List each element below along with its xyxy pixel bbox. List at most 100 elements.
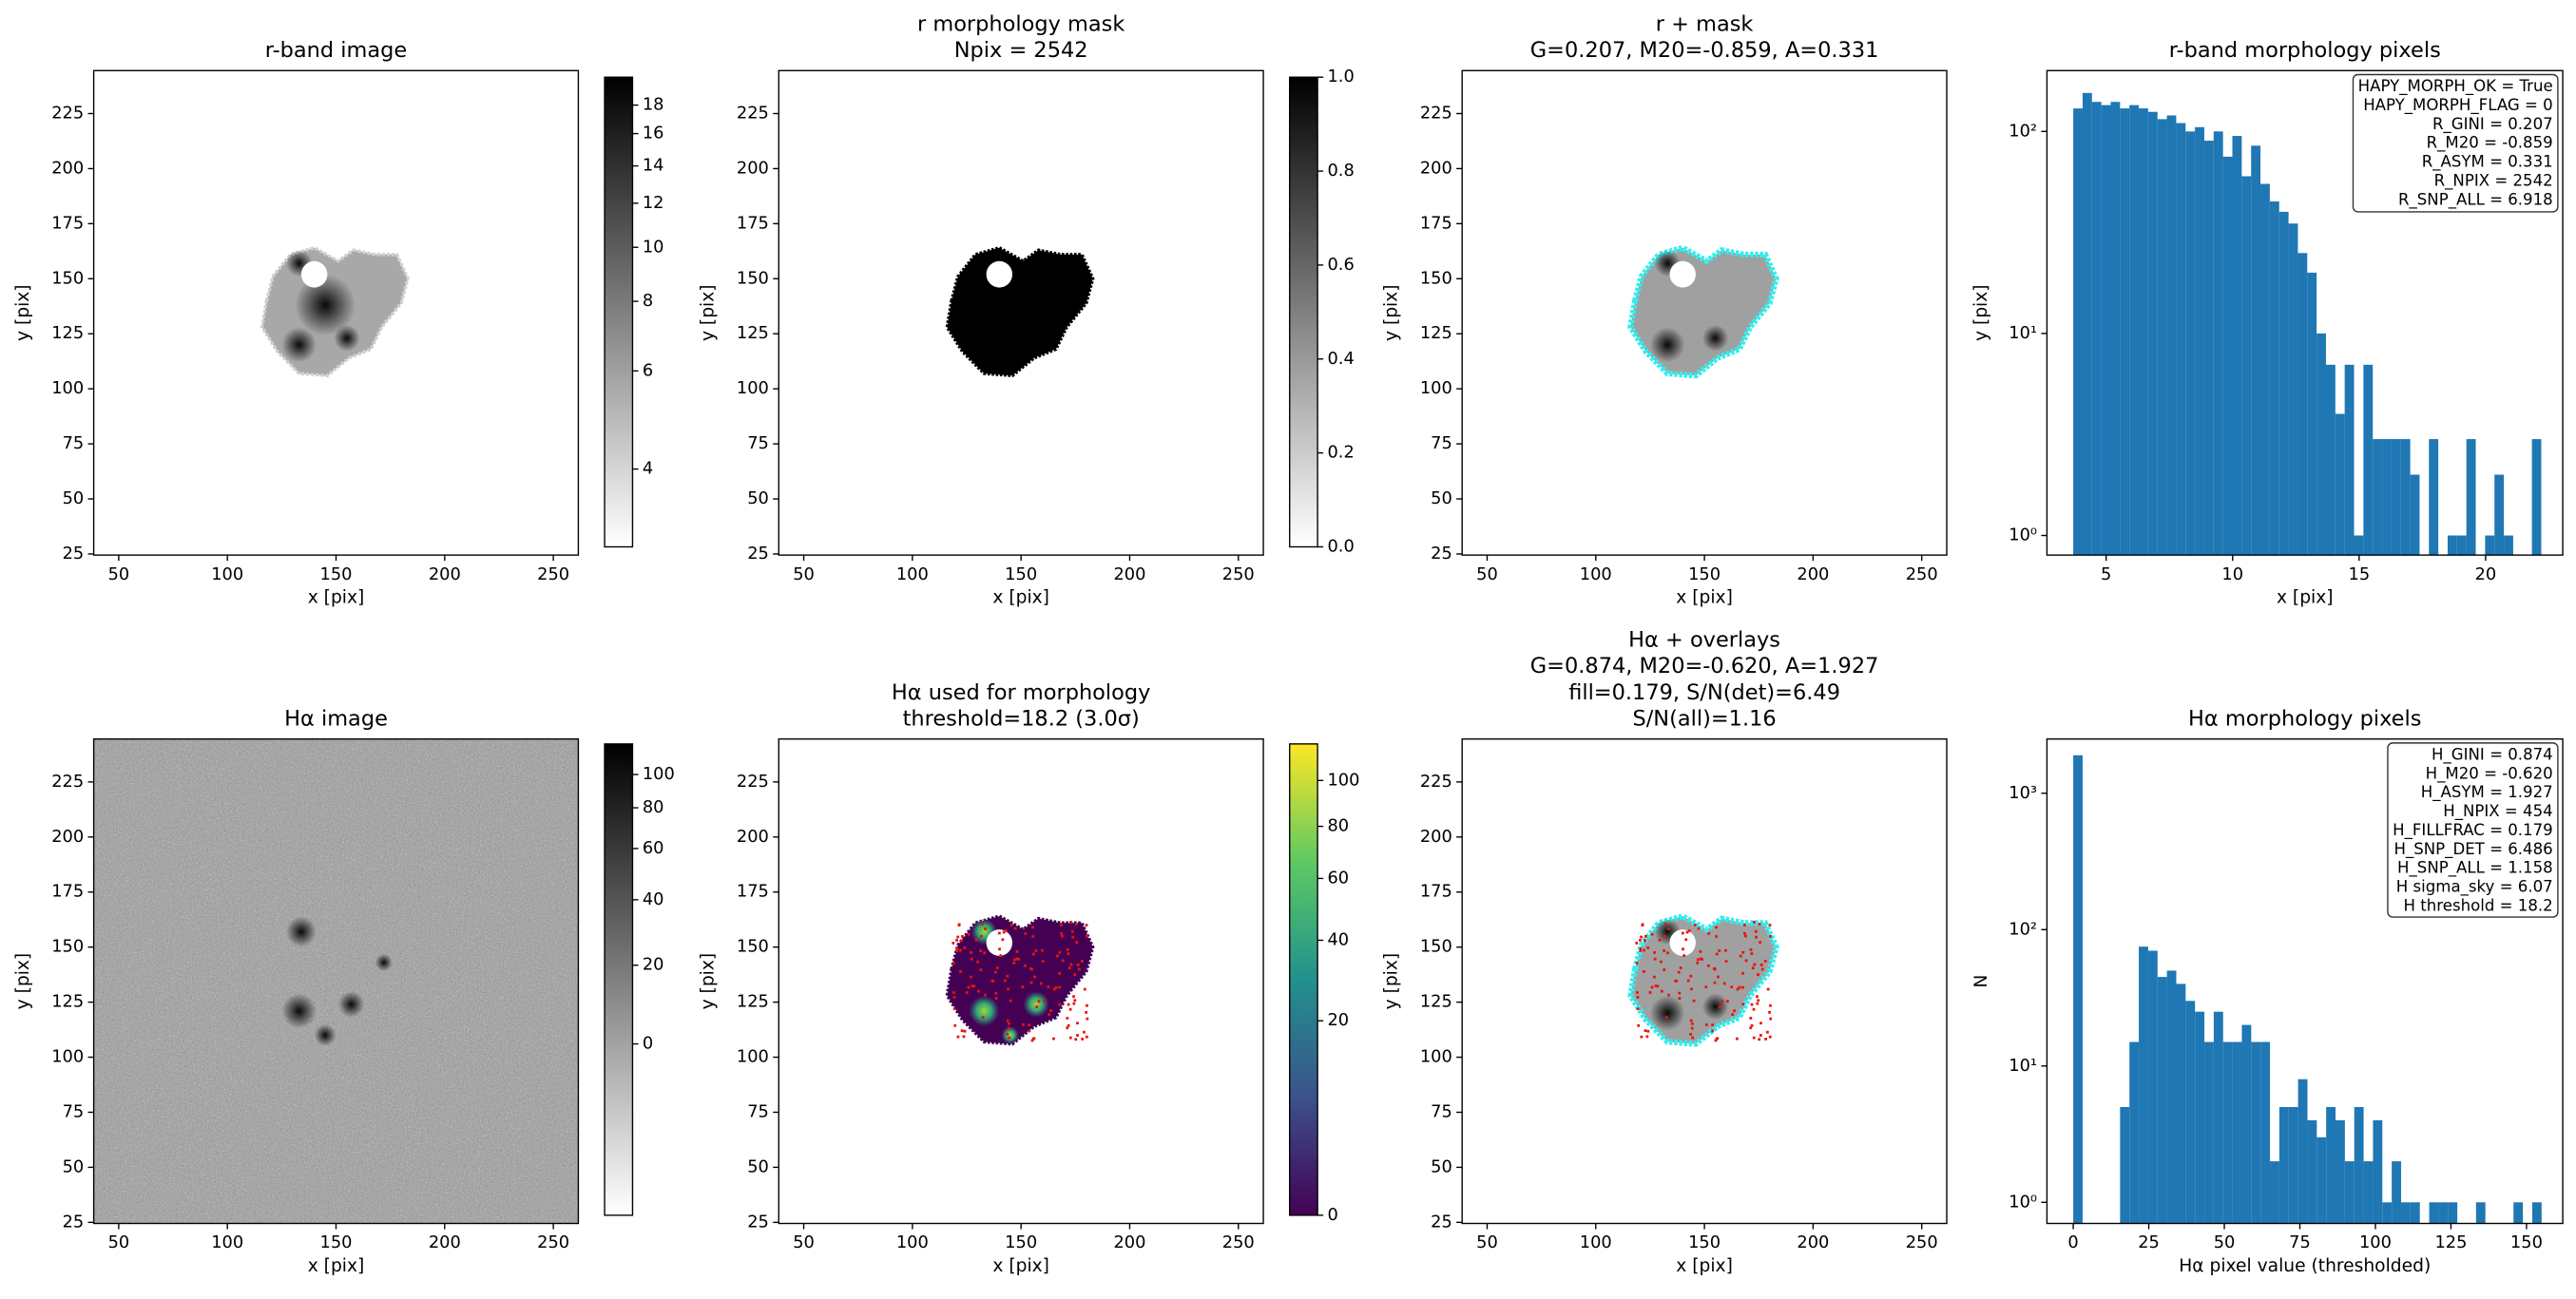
y-tick-label: 50	[1431, 488, 1452, 508]
hist-bar	[2316, 333, 2326, 556]
image-dot	[1071, 935, 1075, 939]
x-axis-label: x [pix]	[992, 1256, 1049, 1276]
image-dot	[1677, 970, 1681, 974]
hist-bar	[2354, 1106, 2364, 1224]
hist-bar	[2110, 102, 2121, 556]
y-tick-label: 225	[737, 772, 769, 792]
image-dot	[1031, 935, 1035, 938]
image-blob	[314, 1023, 336, 1046]
image-dot	[970, 957, 973, 961]
hist-bar	[2260, 1041, 2271, 1224]
image-dot	[1652, 975, 1656, 979]
colorbar-tick-label: 0.4	[1327, 349, 1354, 369]
hist-bar	[2363, 1161, 2374, 1224]
image-dot	[1658, 938, 1662, 942]
y-tick-label: 100	[1420, 378, 1452, 398]
image-dot	[1644, 935, 1647, 938]
y-tick-label: 175	[737, 213, 769, 233]
image-dot	[955, 946, 959, 950]
colorbar-tick-label: 60	[1327, 868, 1349, 888]
x-tick-label: 100	[896, 1232, 929, 1252]
y-axis-label: y [pix]	[1971, 284, 1991, 341]
image-dot	[1756, 1002, 1759, 1005]
x-tick-label: 100	[211, 1232, 243, 1252]
y-tick-label: 75	[747, 1101, 769, 1121]
image-dot	[1646, 946, 1650, 949]
image-dot	[1037, 1000, 1041, 1003]
image-dot	[1067, 966, 1071, 970]
colorbar-tick-label: 10	[643, 237, 664, 257]
image-dot	[953, 1023, 957, 1027]
y-tick-label: 25	[63, 544, 85, 564]
image-dot	[1074, 1038, 1078, 1041]
y-tick-label: 175	[737, 882, 769, 902]
colorbar-tick-label: 100	[1327, 770, 1359, 790]
annotation-line: H_SNP_ALL = 1.158	[2397, 859, 2553, 878]
image-dot	[1068, 1036, 1072, 1040]
y-tick-label: 50	[1431, 1156, 1452, 1176]
hist-bar	[2297, 253, 2308, 556]
image-dot	[1696, 958, 1700, 962]
image-dot	[1639, 939, 1642, 942]
hist-bar	[2073, 755, 2083, 1224]
hist-bar	[2147, 950, 2158, 1224]
image-dot	[1736, 987, 1740, 991]
image-blob	[1649, 327, 1685, 363]
x-tick-label: 150	[1688, 1232, 1721, 1252]
image-dot	[1719, 1005, 1721, 1009]
image-dot	[1741, 985, 1744, 989]
image-dot	[1055, 954, 1059, 958]
image-dot	[952, 996, 956, 999]
x-axis-label: x [pix]	[2277, 588, 2334, 608]
plot-area	[945, 245, 1095, 378]
hist-bar	[2222, 156, 2233, 556]
image-blob	[1023, 991, 1049, 1018]
hist-bar	[2429, 439, 2439, 556]
image-dot	[1691, 1022, 1694, 1025]
hist-bar	[2429, 1202, 2439, 1224]
x-axis-label: x [pix]	[1676, 1256, 1733, 1276]
hist-bar	[2270, 1161, 2279, 1224]
panel-title: S/N(all)=1.16	[1633, 706, 1777, 731]
colorbar-tick-label: 0.2	[1327, 443, 1354, 463]
colorbar-tick-label: 6	[643, 360, 653, 380]
hist-bar	[2241, 176, 2252, 556]
image-dot	[1639, 946, 1643, 950]
y-axis-label: y [pix]	[698, 953, 718, 1010]
x-tick-label: 150	[1005, 1232, 1037, 1252]
x-tick-label: 200	[429, 1232, 461, 1252]
colorbar-tick-label: 12	[643, 193, 664, 213]
hist-bar	[2373, 1119, 2383, 1224]
hist-bar	[2251, 145, 2261, 556]
image-dot	[977, 989, 980, 993]
image-dot	[1076, 1022, 1079, 1025]
image-dot	[1701, 958, 1703, 961]
image-dot	[1646, 1029, 1650, 1033]
x-tick-label: 50	[2214, 1232, 2236, 1252]
colorbar-tick-label: 0	[643, 1034, 653, 1054]
y-tick-label: 75	[63, 1101, 85, 1121]
image-dot	[1712, 966, 1716, 970]
image-dot	[1760, 967, 1764, 971]
x-tick-label: 10	[2221, 564, 2243, 584]
image-dot	[1741, 1003, 1745, 1006]
hist-bar	[2531, 1202, 2542, 1224]
y-tick-label: 10¹	[2009, 323, 2037, 343]
hist-bar	[2382, 1202, 2393, 1224]
y-tick-label: 10⁰	[2009, 525, 2037, 545]
image-dot	[1006, 1033, 1009, 1036]
hist-bar	[2195, 1011, 2205, 1224]
y-tick-label: 150	[737, 268, 769, 288]
image-dot	[1015, 950, 1019, 953]
image-dot	[976, 960, 979, 964]
plot-area	[2073, 755, 2542, 1224]
x-axis-label: x [pix]	[992, 588, 1049, 608]
image-dot	[1642, 969, 1645, 973]
image-dot	[1750, 1023, 1754, 1027]
image-dot	[1067, 952, 1070, 955]
y-tick-label: 175	[1420, 882, 1452, 902]
y-tick-label: 10¹	[2009, 1056, 2037, 1076]
y-tick-label: 125	[737, 992, 769, 1012]
